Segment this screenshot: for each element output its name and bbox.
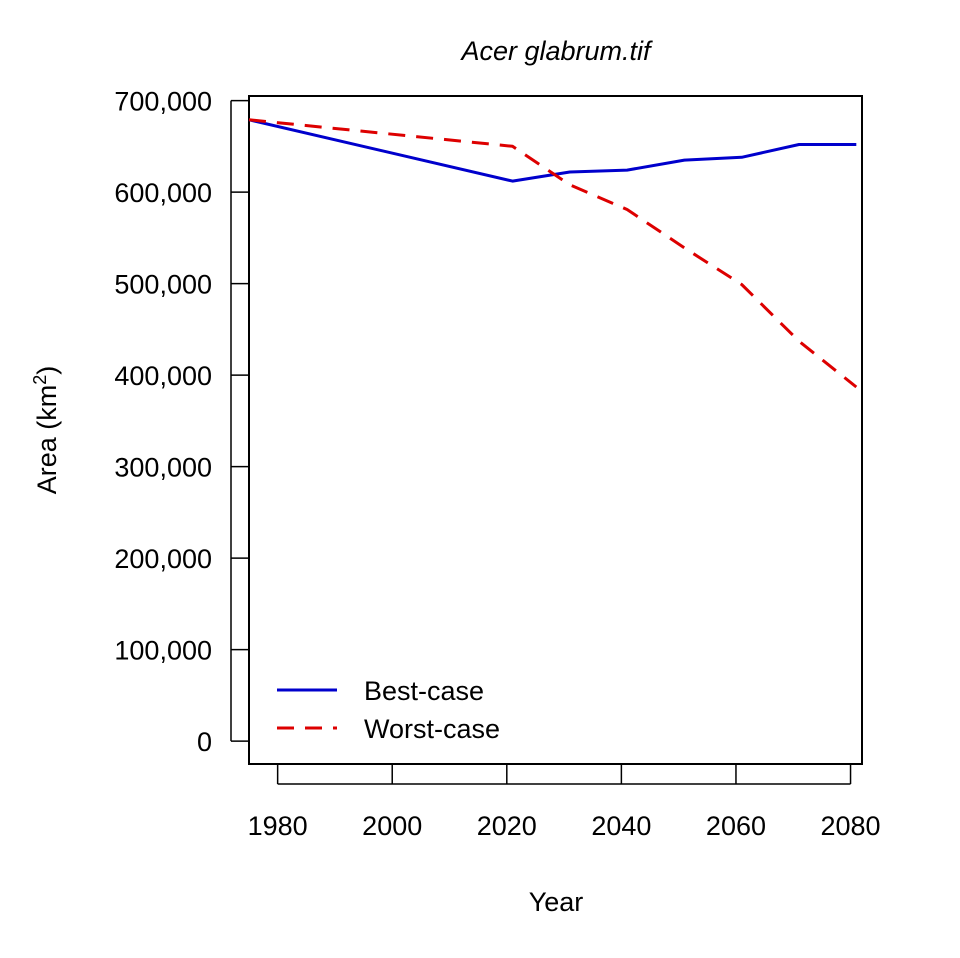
chart-title: Acer glabrum.tif	[459, 36, 653, 66]
y-axis: 0 100,000 200,000 300,000 400,000 500,000 600,…	[114, 87, 249, 757]
x-tick-label: 2020	[477, 811, 537, 841]
y-axis-label: Area (km2)	[30, 366, 62, 495]
x-axis: 1980 2000 2020 2040 2060 2080	[248, 764, 881, 841]
y-axis-label-superscript: 2	[30, 375, 50, 385]
series-line-best-case	[248, 118, 857, 183]
series-layer	[248, 118, 858, 389]
y-axis-label-main: Area (km	[32, 385, 62, 495]
y-axis-label-close: )	[32, 366, 62, 375]
x-tick-label: 2080	[821, 811, 881, 841]
y-tick-label: 500,000	[114, 270, 212, 300]
svg-text:Area (km2): Area (km2)	[30, 366, 62, 495]
legend-label-worst-case: Worst-case	[364, 714, 500, 744]
y-tick-label: 600,000	[114, 178, 212, 208]
x-tick-label: 2040	[591, 811, 651, 841]
y-tick-label: 200,000	[114, 544, 212, 574]
legend: Best-case Worst-case	[277, 676, 500, 744]
x-axis-label: Year	[529, 887, 584, 917]
x-tick-label: 2060	[706, 811, 766, 841]
x-tick-label: 2000	[362, 811, 422, 841]
plot-frame	[248, 95, 863, 765]
x-tick-label: 1980	[248, 811, 308, 841]
legend-label-best-case: Best-case	[364, 676, 484, 706]
y-tick-label: 700,000	[114, 87, 212, 117]
y-tick-label: 100,000	[114, 636, 212, 666]
y-tick-label: 300,000	[114, 453, 212, 483]
series-line-worst-case	[248, 118, 858, 389]
y-tick-label: 0	[197, 727, 212, 757]
y-tick-label: 400,000	[114, 361, 212, 391]
